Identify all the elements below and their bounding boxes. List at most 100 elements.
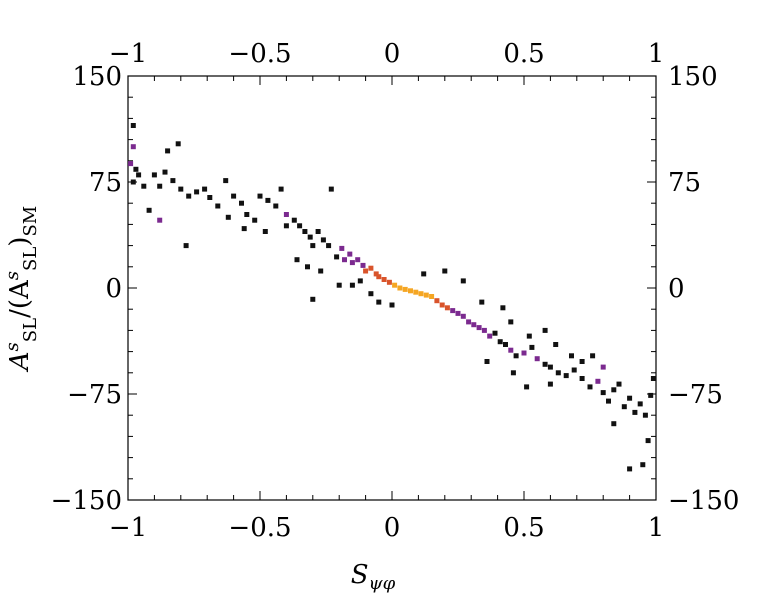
- data-point: [439, 302, 445, 308]
- x-tick-label-top: 1: [648, 39, 665, 69]
- data-point: [513, 353, 519, 359]
- data-point: [595, 378, 601, 384]
- x-tick-label-bottom: 1: [648, 513, 665, 543]
- data-point: [328, 186, 334, 192]
- x-tick-label-top: 0.5: [503, 39, 544, 69]
- data-point: [381, 277, 387, 282]
- data-point: [579, 359, 585, 364]
- data-point: [360, 262, 366, 268]
- data-point: [466, 319, 472, 325]
- data-point: [547, 381, 553, 387]
- data-point: [165, 148, 171, 154]
- data-point: [632, 409, 638, 415]
- x-tick-label-bottom: −1: [109, 513, 147, 543]
- data-point: [392, 282, 398, 288]
- data-point: [244, 212, 250, 217]
- data-point: [542, 361, 548, 367]
- data-point: [223, 178, 229, 184]
- data-point: [175, 141, 181, 147]
- x-tick-label-bottom: 0: [384, 513, 401, 543]
- data-point: [136, 172, 142, 178]
- data-point: [241, 226, 247, 232]
- data-point: [642, 412, 648, 418]
- data-point: [151, 172, 157, 178]
- data-point: [336, 282, 342, 288]
- data-point: [162, 169, 168, 175]
- data-point: [547, 364, 553, 370]
- data-point: [283, 212, 289, 217]
- data-point: [479, 299, 485, 305]
- data-point: [497, 339, 503, 345]
- data-point: [640, 462, 646, 468]
- data-point: [130, 144, 136, 150]
- data-point: [587, 384, 593, 390]
- data-point: [429, 294, 435, 299]
- data-point: [492, 330, 498, 336]
- x-tick-label-bottom: −0.5: [228, 513, 291, 543]
- data-point: [389, 302, 395, 308]
- data-point: [334, 254, 340, 260]
- data-point: [600, 364, 606, 370]
- data-point: [418, 291, 424, 297]
- data-point: [320, 237, 326, 243]
- data-point: [318, 268, 324, 274]
- data-point: [355, 257, 361, 263]
- data-point: [571, 367, 577, 373]
- data-point: [444, 305, 450, 311]
- data-point: [278, 186, 284, 192]
- data-point: [500, 305, 506, 311]
- data-point: [460, 313, 466, 319]
- data-point: [481, 327, 487, 333]
- data-point: [357, 278, 363, 284]
- y-tick-label-left: 75: [89, 168, 122, 198]
- data-point: [408, 288, 413, 294]
- data-point: [141, 183, 147, 189]
- data-point: [194, 189, 200, 195]
- data-point: [650, 376, 656, 381]
- data-point: [297, 223, 303, 229]
- x-tick-label-bottom: 0.5: [503, 513, 544, 543]
- data-point: [471, 322, 477, 328]
- data-point: [265, 197, 271, 203]
- data-point: [178, 186, 184, 192]
- data-point: [397, 285, 403, 291]
- points-layer: [128, 123, 656, 472]
- data-point: [302, 229, 308, 234]
- data-point: [215, 203, 221, 209]
- plot-frame: [127, 75, 657, 501]
- y-tick-label-left: −150: [51, 486, 122, 516]
- data-point: [542, 327, 548, 333]
- data-point: [487, 333, 493, 339]
- y-tick-label-right: −150: [668, 486, 739, 516]
- data-point: [157, 183, 163, 189]
- data-point: [252, 217, 258, 223]
- data-point: [310, 296, 316, 302]
- data-point: [526, 333, 532, 339]
- y-tick-label-right: 75: [668, 168, 701, 198]
- data-point: [569, 353, 574, 359]
- data-point: [616, 381, 622, 387]
- data-point: [207, 195, 213, 200]
- data-point: [130, 123, 136, 128]
- data-point: [421, 271, 427, 277]
- data-point: [373, 271, 379, 277]
- data-point: [413, 289, 419, 295]
- y-tick-label-left: 0: [105, 274, 122, 304]
- data-point: [128, 161, 134, 167]
- data-point: [508, 319, 514, 325]
- data-point: [503, 342, 508, 347]
- data-point: [611, 421, 617, 427]
- data-point: [600, 390, 606, 396]
- data-point: [621, 404, 627, 410]
- data-point: [402, 286, 408, 292]
- data-point: [349, 260, 355, 266]
- data-point: [307, 234, 313, 240]
- data-point: [376, 274, 382, 280]
- data-point: [611, 387, 617, 393]
- data-point: [273, 203, 279, 209]
- y-tick-label-right: 0: [668, 274, 685, 304]
- data-point: [529, 344, 535, 350]
